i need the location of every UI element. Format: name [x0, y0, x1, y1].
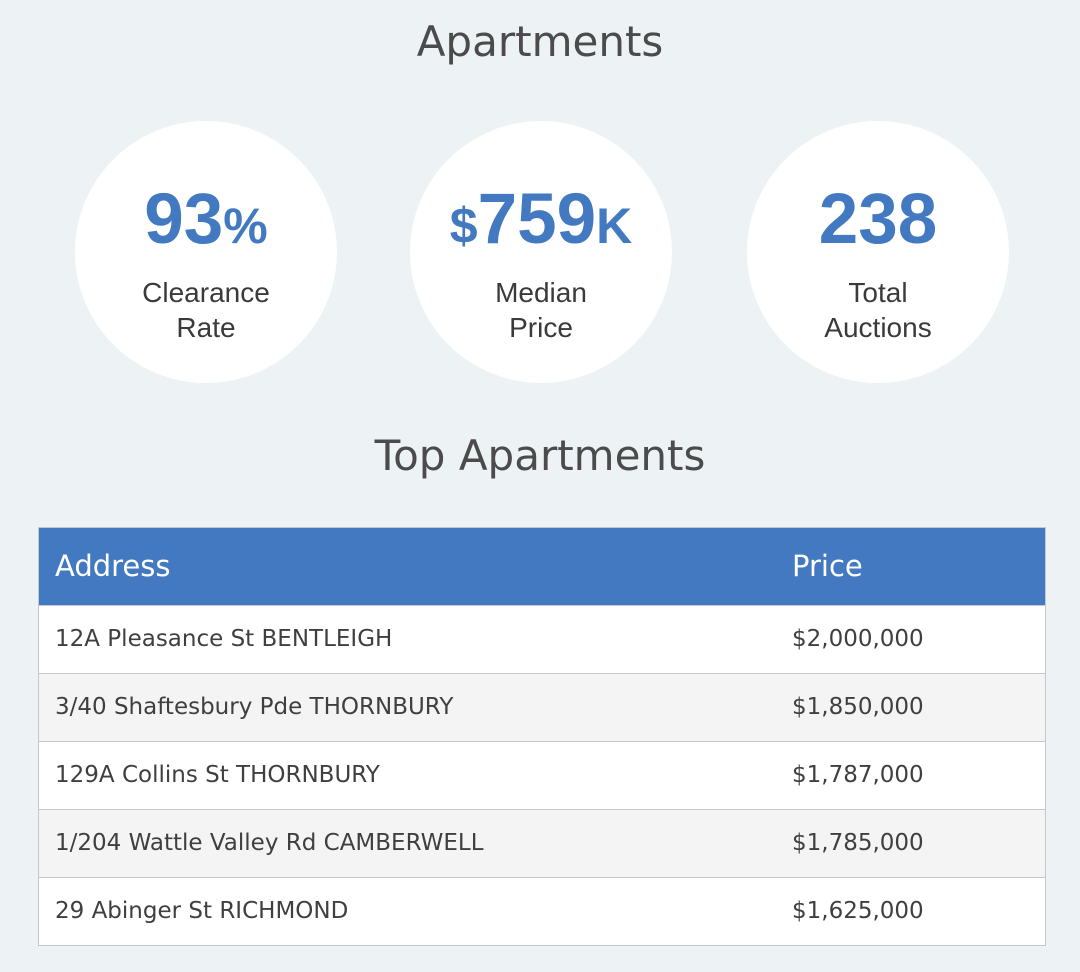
value-suffix: K [596, 198, 633, 254]
table-row: 12A Pleasance St BENTLEIGH $2,000,000 [39, 605, 1045, 673]
table-row: 129A Collins St THORNBURY $1,787,000 [39, 741, 1045, 809]
value-number: 93 [144, 180, 224, 259]
label-line-2: Auctions [824, 312, 932, 343]
total-auctions-label: Total Auctions [747, 275, 1009, 345]
label-line-1: Median [495, 277, 587, 308]
label-line-1: Clearance [142, 277, 270, 308]
median-price-value: $759K [410, 181, 672, 278]
price-cell: $1,625,000 [792, 898, 924, 924]
label-line-2: Rate [176, 312, 236, 343]
address-cell: 129A Collins St THORNBURY [55, 762, 380, 788]
clearance-rate-stat: 93% Clearance Rate [75, 121, 337, 383]
label-line-1: Total [848, 277, 908, 308]
table-row: 3/40 Shaftesbury Pde THORNBURY $1,850,00… [39, 673, 1045, 741]
table-header: Address Price [39, 528, 1045, 605]
page-title: Apartments [416, 17, 664, 66]
price-cell: $2,000,000 [792, 626, 924, 652]
price-cell: $1,787,000 [792, 762, 924, 788]
value-prefix: $ [449, 198, 478, 254]
value-number: 238 [818, 180, 938, 259]
total-auctions-value: 238 [747, 181, 1009, 278]
value-suffix: % [223, 198, 268, 254]
label-line-2: Price [509, 312, 573, 343]
table-row: 29 Abinger St RICHMOND $1,625,000 [39, 877, 1045, 945]
address-cell: 1/204 Wattle Valley Rd CAMBERWELL [55, 830, 484, 856]
address-cell: 3/40 Shaftesbury Pde THORNBURY [55, 694, 454, 720]
price-cell: $1,785,000 [792, 830, 924, 856]
top-apartments-table: Address Price 12A Pleasance St BENTLEIGH… [38, 527, 1046, 946]
table-row: 1/204 Wattle Valley Rd CAMBERWELL $1,785… [39, 809, 1045, 877]
value-number: 759 [477, 180, 597, 259]
median-price-stat: $759K Median Price [410, 121, 672, 383]
total-auctions-stat: 238 Total Auctions [747, 121, 1009, 383]
median-price-label: Median Price [410, 275, 672, 345]
clearance-rate-value: 93% [75, 181, 337, 278]
price-column-header: Price [792, 549, 863, 583]
section-title: Top Apartments [374, 431, 706, 480]
address-cell: 29 Abinger St RICHMOND [55, 898, 349, 924]
price-cell: $1,850,000 [792, 694, 924, 720]
address-cell: 12A Pleasance St BENTLEIGH [55, 626, 393, 652]
address-column-header: Address [55, 549, 171, 583]
clearance-rate-label: Clearance Rate [75, 275, 337, 345]
